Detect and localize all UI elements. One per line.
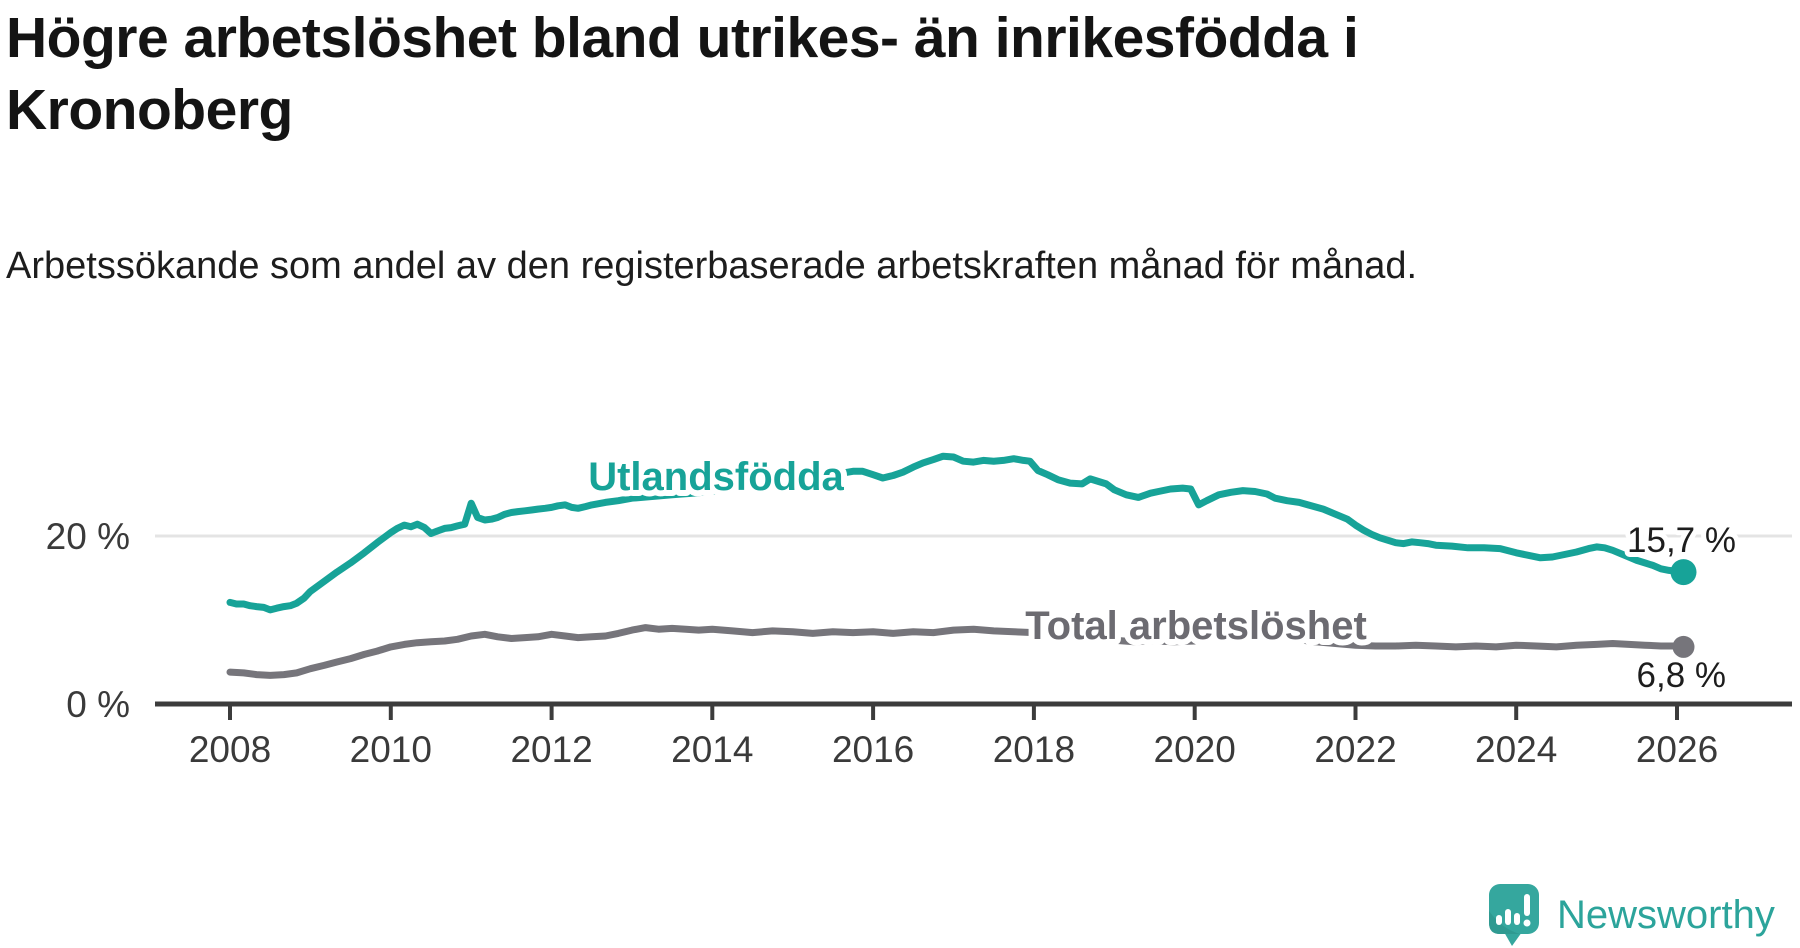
x-tick-label: 2012 — [510, 729, 592, 770]
bar-icon-short — [1496, 915, 1502, 925]
end-dot-total — [1672, 635, 1695, 658]
bar-icon-mid — [1514, 913, 1520, 925]
x-tick-label: 2020 — [1154, 729, 1236, 770]
brand-name: Newsworthy — [1557, 892, 1775, 937]
end-value-label-total: 6,8 % — [1637, 656, 1727, 695]
x-tick-label: 2008 — [189, 729, 271, 770]
exclamation-mark-icon — [1524, 894, 1530, 916]
bar-icon-tall — [1505, 909, 1511, 925]
series-label-utlandsfodda: Utlandsfödda — [588, 455, 844, 499]
x-tick-label: 2014 — [671, 729, 753, 770]
series-label-total-arbetsloshet: Total arbetslöshet — [1025, 604, 1367, 648]
x-tick-label: 2016 — [832, 729, 914, 770]
x-tick-label: 2010 — [350, 729, 432, 770]
y-tick-label-20: 20 % — [46, 516, 130, 557]
line-total-arbetsloshet — [226, 624, 1687, 679]
x-tick-label: 2018 — [993, 729, 1075, 770]
end-dot-utlandsfodda — [1670, 559, 1697, 586]
x-axis-ticks: 2008 2010 2012 2014 2016 2018 2020 2022 2024 2026 — [189, 704, 1718, 770]
x-tick-label: 2024 — [1475, 729, 1557, 770]
x-tick-label: 2022 — [1314, 729, 1396, 770]
newsworthy-speech-bubble-icon — [1489, 884, 1539, 946]
page-subtitle: Arbetssökande som andel av den registerb… — [6, 245, 1418, 287]
y-tick-label-0: 0 % — [66, 684, 130, 725]
page-title: Högre arbetslöshet bland utrikes- än inr… — [6, 6, 1359, 142]
end-value-label-utlandsfodda: 15,7 % — [1627, 521, 1736, 560]
line-utlandsfodda — [226, 452, 1687, 614]
x-tick-label: 2026 — [1636, 729, 1718, 770]
newsworthy-logo: Newsworthy — [1488, 882, 1775, 948]
